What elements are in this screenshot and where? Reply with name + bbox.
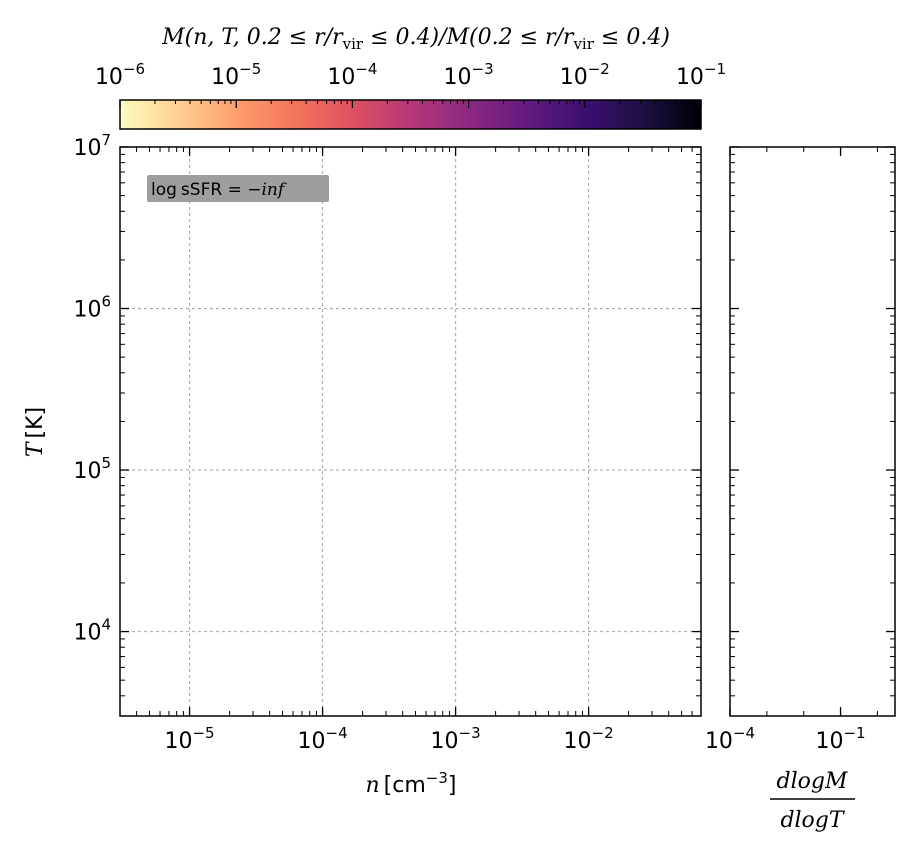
annotation-box <box>147 175 329 202</box>
side-x-tick-label: 10−4 <box>705 724 755 754</box>
side-label-numerator: dlogM <box>777 769 848 794</box>
main-grid <box>120 147 701 716</box>
x-axis-label: n [cm−3] <box>365 769 456 798</box>
x-tick-label: 10−5 <box>164 724 214 754</box>
side-label-denominator: dlogT <box>780 808 845 833</box>
main-panel: 10−5 10−4 10−3 10−2 104 105 106 107 log sSFR = −… <box>23 131 702 798</box>
colorbar-label: M(n, T, 0.2 ≤ r/rvir ≤ 0.4)/M(0.2 ≤ r/rv… <box>161 25 670 53</box>
colorbar: M(n, T, 0.2 ≤ r/rvir ≤ 0.4)/M(0.2 ≤ r/rv… <box>95 25 726 130</box>
colorbar-tick-label: 10−1 <box>676 60 726 90</box>
colorbar-ticks: 10−6 10−5 10−4 10−3 10−2 10−1 <box>95 60 726 108</box>
x-tick-label: 10−2 <box>564 724 614 754</box>
y-tick-label: 105 <box>73 454 111 484</box>
colorbar-tick-label: 10−2 <box>560 60 610 90</box>
side-x-axis-label: dlogM dlogT <box>770 769 855 833</box>
x-tick-label: 10−4 <box>298 724 348 754</box>
main-plot-area <box>120 147 701 716</box>
colorbar-tick-label: 10−4 <box>327 60 377 90</box>
annotation-text: log sSFR = −inf <box>151 180 287 200</box>
main-ticks: 10−5 10−4 10−3 10−2 104 105 106 107 <box>73 131 702 754</box>
colorbar-tick-label: 10−6 <box>95 60 145 90</box>
colorbar-tick-label: 10−5 <box>211 60 261 90</box>
colorbar-gradient <box>119 99 702 130</box>
ssfr-annotation: log sSFR = −inf <box>147 175 329 202</box>
y-axis-label: T[K] <box>23 407 48 457</box>
y-tick-label: 106 <box>73 293 111 323</box>
main-frame <box>119 146 702 717</box>
y-tick-label: 107 <box>73 131 111 161</box>
x-tick-label: 10−3 <box>431 724 481 754</box>
side-panel: 10−4 10−1 dlogM dlogT <box>705 146 896 833</box>
y-tick-label: 104 <box>73 616 111 646</box>
side-x-tick-label: 10−1 <box>815 724 865 754</box>
side-plot-area <box>730 147 895 716</box>
colorbar-tick-label: 10−3 <box>444 60 494 90</box>
side-frame <box>729 146 896 717</box>
